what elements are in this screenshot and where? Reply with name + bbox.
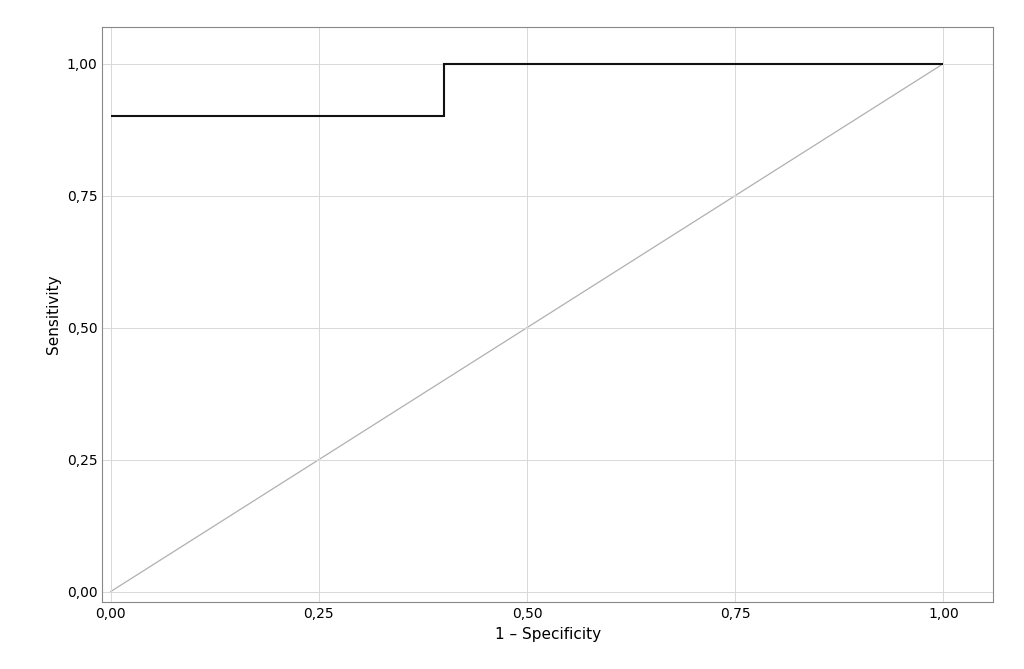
- Y-axis label: Sensitivity: Sensitivity: [46, 274, 61, 355]
- X-axis label: 1 – Specificity: 1 – Specificity: [495, 626, 601, 642]
